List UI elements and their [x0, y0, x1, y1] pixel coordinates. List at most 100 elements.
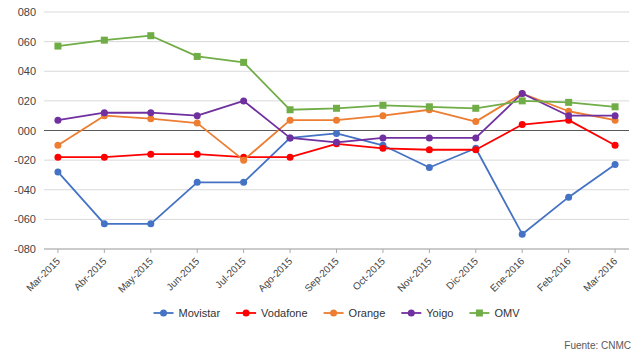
x-tick-label: Mar-2016	[581, 255, 619, 293]
point	[426, 134, 433, 141]
x-tick-label: Dic-2015	[444, 255, 480, 291]
point	[240, 97, 247, 104]
point	[54, 43, 61, 50]
series-line	[58, 93, 615, 160]
point	[379, 145, 386, 152]
point	[54, 154, 61, 161]
point	[54, 168, 61, 175]
y-tick-label: 040	[18, 65, 36, 77]
grid-line	[44, 189, 629, 190]
x-tick	[336, 249, 337, 253]
x-tick	[382, 249, 383, 253]
point	[472, 118, 479, 125]
y-tick-label: 060	[18, 36, 36, 48]
legend-marker	[476, 310, 483, 317]
x-tick-label: Ene-2016	[488, 255, 527, 294]
x-tick-label: Jun-2015	[164, 255, 202, 293]
point	[565, 194, 572, 201]
point	[565, 112, 572, 119]
x-tick-label: Mar-2015	[24, 255, 62, 293]
x-tick	[475, 249, 476, 253]
legend-item: Orange	[324, 307, 386, 319]
x-tick-label: Oct-2015	[350, 255, 387, 292]
point	[472, 134, 479, 141]
series-line	[58, 133, 615, 234]
y-tick-label: -060	[14, 213, 36, 225]
x-tick	[197, 249, 198, 253]
grid-line	[44, 41, 629, 42]
point	[194, 179, 201, 186]
legend-marker	[330, 310, 337, 317]
series	[54, 90, 618, 146]
point	[101, 37, 108, 44]
point	[287, 134, 294, 141]
point	[147, 151, 154, 158]
annotation: Fuente: CNMC	[564, 340, 631, 351]
point	[472, 146, 479, 153]
point	[519, 121, 526, 128]
x-tick	[568, 249, 569, 253]
point	[426, 103, 433, 110]
point	[240, 157, 247, 164]
legend-item: OMV	[469, 307, 520, 319]
point	[519, 90, 526, 97]
plot-area	[54, 32, 618, 237]
point	[147, 109, 154, 116]
point	[287, 117, 294, 124]
legend-item: Yoigo	[401, 307, 453, 319]
x-tick-label: May-2015	[116, 255, 156, 295]
point	[519, 231, 526, 238]
grid-line	[44, 12, 629, 13]
chart: -080 -060 -040 -020 000 020 040 060 080 Mar-2015 A…	[0, 0, 643, 357]
grid	[44, 12, 629, 249]
y-tick-label: -040	[14, 184, 36, 196]
point	[240, 59, 247, 66]
x-tick-label: Abr-2015	[72, 255, 109, 292]
x-tick	[522, 249, 523, 253]
point	[379, 112, 386, 119]
point	[565, 99, 572, 106]
series-line	[58, 120, 615, 157]
point	[54, 117, 61, 124]
x-tick	[104, 249, 105, 253]
point	[194, 112, 201, 119]
legend-marker	[243, 310, 250, 317]
x-tick	[615, 249, 616, 253]
point	[101, 220, 108, 227]
y-tick-label: 000	[18, 125, 36, 137]
point	[519, 97, 526, 104]
point	[519, 90, 526, 97]
point	[240, 179, 247, 186]
point	[101, 154, 108, 161]
x-tick	[429, 249, 430, 253]
x-tick-label: Nov-2015	[395, 255, 434, 294]
x-tick	[290, 249, 291, 253]
legend-label: Movistar	[179, 307, 221, 319]
point	[101, 109, 108, 116]
point	[287, 154, 294, 161]
point	[194, 53, 201, 60]
x-tick	[150, 249, 151, 253]
series	[54, 117, 618, 161]
legend-marker	[160, 310, 167, 317]
x-tick-label: Sep-2015	[302, 255, 341, 294]
point	[612, 112, 619, 119]
legend: Movistar Vodafone Orange Yoigo OMV	[154, 307, 521, 319]
point	[147, 220, 154, 227]
point	[333, 139, 340, 146]
y-tick-label: -080	[14, 243, 36, 255]
series	[54, 32, 618, 113]
legend-label: Yoigo	[426, 307, 453, 319]
point	[426, 164, 433, 171]
point	[287, 106, 294, 113]
legend-item: Vodafone	[236, 307, 308, 319]
y-tick-label: 080	[18, 6, 36, 18]
y-tick-label: 020	[18, 95, 36, 107]
x-tick-label: Feb-2016	[535, 255, 573, 293]
point	[472, 105, 479, 112]
y-tick-label: -020	[14, 154, 36, 166]
point	[287, 134, 294, 141]
point	[194, 151, 201, 158]
x-tick-label: Jul-2015	[213, 255, 248, 290]
point	[426, 146, 433, 153]
